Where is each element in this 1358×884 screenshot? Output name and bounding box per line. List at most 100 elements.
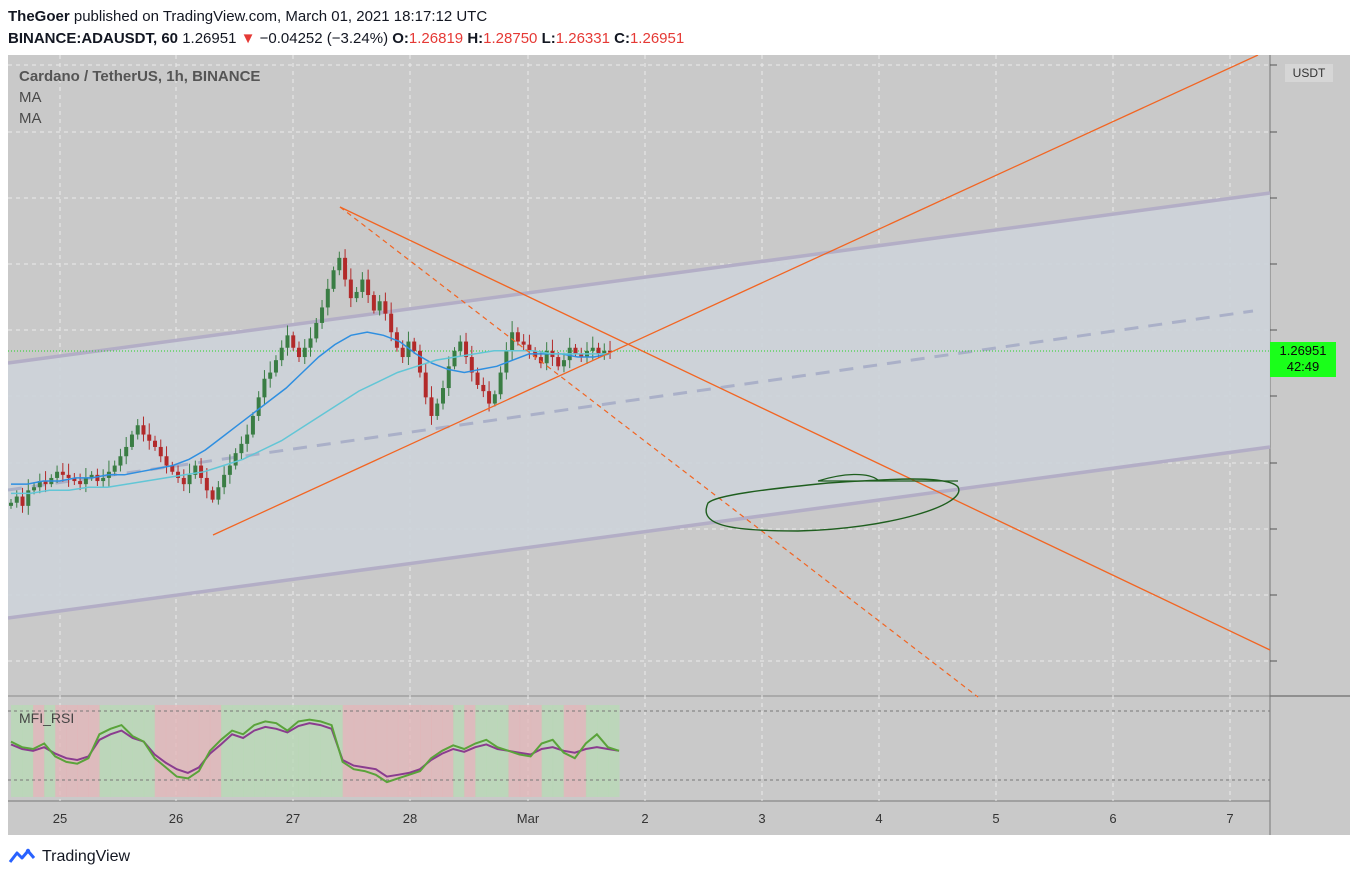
candle-body: [579, 353, 584, 358]
candle-body: [101, 477, 106, 482]
candle-body: [20, 496, 25, 506]
candle-body: [256, 397, 261, 416]
indicator-zone: [353, 705, 366, 797]
candle-body: [487, 391, 492, 404]
candle-body: [343, 257, 348, 280]
candle-body: [118, 456, 123, 466]
candle-body: [124, 446, 129, 457]
x-tick-label: 3: [758, 811, 765, 826]
author-name[interactable]: TheGoer: [8, 8, 70, 25]
indicator-zone: [596, 705, 609, 797]
x-tick-label: 4: [875, 811, 882, 826]
indicator-zone: [276, 705, 288, 797]
price-axis-unit: USDT: [1285, 64, 1333, 82]
candle-body: [371, 295, 376, 311]
descending-trendline: [339, 206, 1271, 651]
candle-body: [423, 372, 428, 398]
ascending-trendline: [212, 54, 1259, 536]
footer-brand[interactable]: TradingView: [42, 848, 131, 865]
legend-title[interactable]: Cardano / TetherUS, 1h, BINANCE: [19, 68, 261, 85]
indicator-zone: [265, 705, 277, 797]
candle-body: [210, 490, 215, 500]
indicator-zone: [331, 705, 344, 797]
candle-body: [147, 434, 152, 441]
candle-body: [37, 481, 42, 488]
current-price-value: 1.26951: [1279, 343, 1327, 358]
candle-body: [602, 350, 607, 354]
candle-body: [544, 350, 549, 364]
low-label: L:: [541, 30, 556, 47]
indicator-zone: [132, 705, 145, 797]
candle-body: [308, 338, 313, 348]
candle-body: [556, 357, 561, 367]
indicator-zone: [607, 705, 620, 797]
candle-body: [153, 440, 157, 447]
candle-body: [458, 341, 463, 351]
indicator-zone: [408, 705, 421, 797]
close-value: 1.26951: [629, 30, 685, 47]
candle-body: [43, 481, 48, 485]
candle-body: [510, 332, 515, 351]
candle-body: [83, 477, 88, 485]
candle-body: [325, 288, 330, 308]
indicator-zone: [11, 705, 23, 797]
x-tick-label: 26: [169, 811, 183, 826]
rsi-line: [10, 718, 620, 784]
x-tick-label: 6: [1109, 811, 1116, 826]
candle-body: [297, 347, 301, 358]
candle-body: [435, 403, 440, 416]
low-value: 1.26331: [555, 30, 610, 47]
legend-ma-2[interactable]: MA: [19, 110, 42, 127]
candle-body: [95, 474, 100, 482]
indicator-zone: [55, 705, 67, 797]
candle-body: [55, 471, 60, 478]
open-label: O:: [392, 30, 409, 47]
publish-line: TheGoer published on TradingView.com, Ma…: [8, 6, 684, 28]
highlight-ellipse: [705, 478, 960, 532]
candle-body: [187, 474, 192, 485]
candle-body: [233, 453, 238, 466]
time-axis-bg: [8, 801, 1350, 835]
candle-body: [314, 322, 319, 339]
channel-mid-line: [7, 309, 1254, 492]
indicator-label: MFI_RSI: [19, 710, 74, 726]
candle-body: [590, 347, 595, 351]
published-text: published on TradingView.com, March 01, …: [73, 8, 488, 25]
candle-body: [452, 350, 457, 367]
high-label: H:: [467, 30, 484, 47]
candle-body: [417, 350, 422, 373]
candle-body: [26, 490, 31, 506]
candle-body: [204, 477, 209, 491]
candles: [9, 249, 613, 515]
chart-canvas[interactable]: MFI_RSI 25 26 27 28 Mar 2 3 4 5 6 7: [7, 54, 1350, 835]
candle-body: [158, 446, 163, 457]
indicator-zone: [342, 705, 355, 797]
tradingview-logo-icon[interactable]: [8, 848, 36, 866]
candle-body: [515, 332, 520, 342]
candle-body: [573, 347, 578, 354]
x-tick-label: 28: [403, 811, 417, 826]
channel-upper-line: [7, 191, 1271, 365]
candle-body: [239, 443, 244, 454]
candle-body: [469, 357, 474, 373]
indicator-zone: [486, 705, 498, 797]
candle-body: [498, 372, 503, 395]
candle-body: [268, 372, 273, 379]
down-arrow-icon: ▼: [240, 30, 256, 47]
candle-body: [331, 270, 336, 289]
candle-body: [360, 279, 365, 292]
candle-body: [481, 384, 486, 392]
candle-body: [72, 477, 77, 482]
candle-body: [285, 335, 290, 348]
ma-fast-line: [11, 331, 611, 485]
chart-frame[interactable]: MFI_RSI 25 26 27 28 Mar 2 3 4 5 6 7: [7, 54, 1350, 835]
candle-body: [273, 360, 278, 373]
candle-body: [245, 434, 250, 444]
candle-body: [406, 341, 411, 358]
legend-ma-1[interactable]: MA: [19, 89, 42, 106]
candle-body: [164, 456, 169, 466]
candle-body: [89, 474, 94, 478]
x-tick-label: 2: [641, 811, 648, 826]
indicator-zone: [198, 705, 211, 797]
price-axis-bg: [1270, 55, 1350, 801]
